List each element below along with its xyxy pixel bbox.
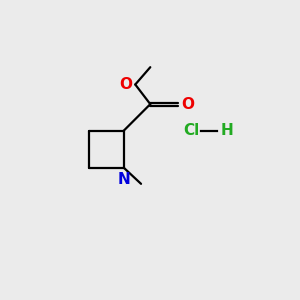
Text: O: O <box>181 97 194 112</box>
Text: O: O <box>119 77 133 92</box>
Text: Cl: Cl <box>184 123 200 138</box>
Text: H: H <box>221 123 233 138</box>
Text: N: N <box>117 172 130 187</box>
